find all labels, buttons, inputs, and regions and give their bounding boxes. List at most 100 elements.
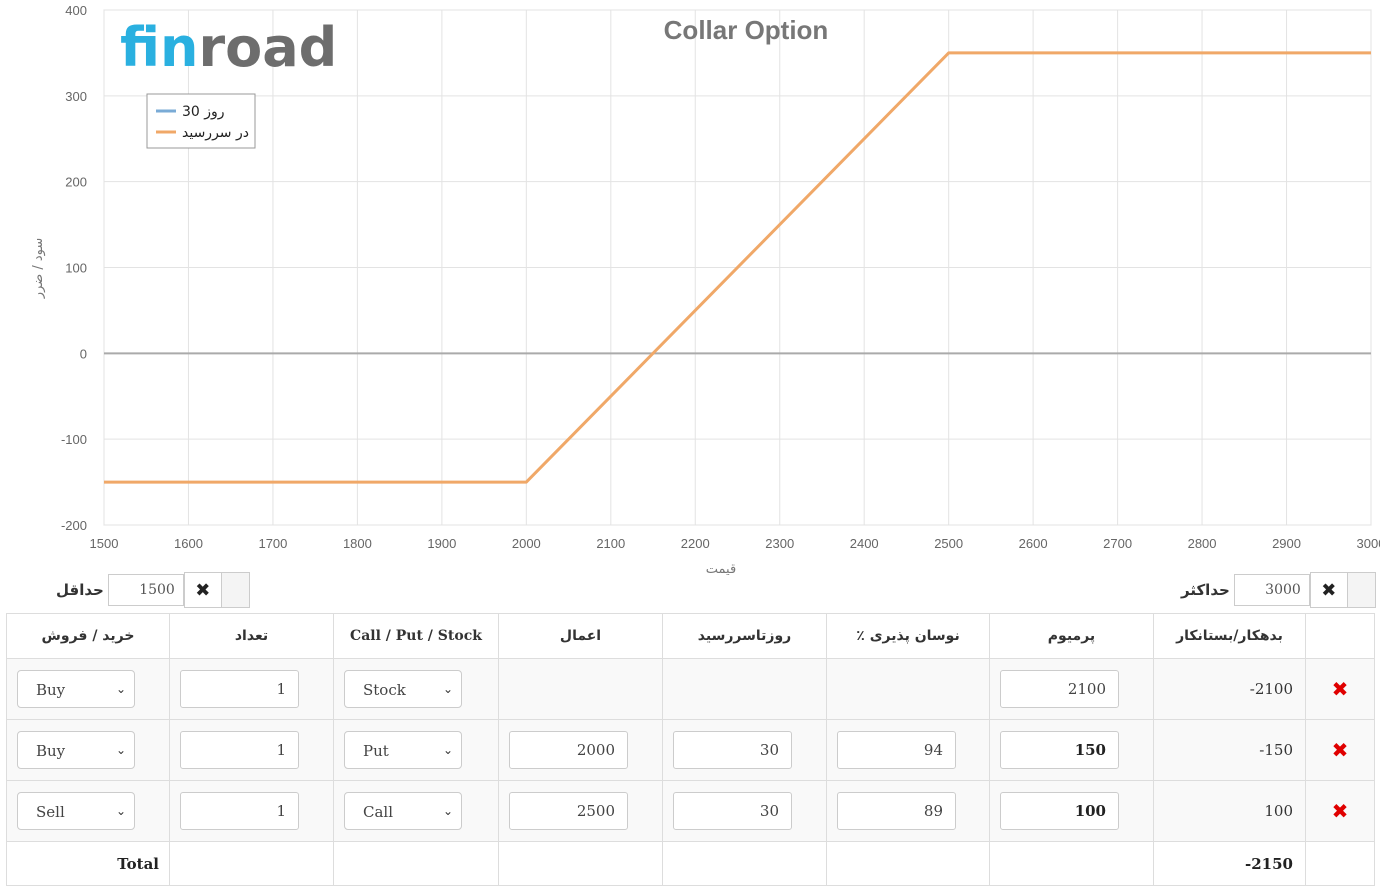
credit-value: 100 <box>1153 780 1306 842</box>
x-axis-label: قیمت <box>706 562 736 577</box>
svg-text:finroad: finroad <box>120 16 337 79</box>
delete-icon[interactable]: ✖ <box>1331 799 1349 823</box>
total-row: Total -2150 <box>6 841 1375 886</box>
side-value: Sell <box>36 803 65 821</box>
x-tick-label: 2100 <box>596 536 625 551</box>
table-row: Buy ⌄ 1 Stock ⌄ 2100 -2100 ✖ <box>6 658 1375 720</box>
finroad-logo: finroad <box>120 16 337 79</box>
header-side: خرید / فروش <box>6 613 170 659</box>
table-header-row: خرید / فروش تعداد Call / Put / Stock اعم… <box>6 613 1375 659</box>
legend-label-30day: روز 30 <box>182 104 225 120</box>
header-volatility: ٪ نوسان پذیری <box>826 613 990 659</box>
x-tick-label: 1500 <box>90 536 119 551</box>
x-tick-label: 2500 <box>934 536 963 551</box>
chart-grid <box>103 9 1372 526</box>
logo-fin: fin <box>120 16 198 79</box>
x-tick-label: 2600 <box>1019 536 1048 551</box>
header-qty: تعداد <box>169 613 334 659</box>
days-input[interactable]: 30 <box>673 792 792 830</box>
chevron-down-icon: ⌄ <box>115 804 126 818</box>
volatility-input[interactable]: 89 <box>837 792 956 830</box>
x-tick-label: 2000 <box>512 536 541 551</box>
y-tick-label: -100 <box>61 432 87 447</box>
strike-input[interactable]: 2500 <box>509 792 628 830</box>
type-value: Put <box>363 742 389 760</box>
premium-input[interactable]: 150 <box>1000 731 1119 769</box>
header-type: Call / Put / Stock <box>333 613 499 659</box>
x-tick-label: 2200 <box>681 536 710 551</box>
side-value: Buy <box>36 742 66 760</box>
x-tick-label: 1800 <box>343 536 372 551</box>
delete-icon[interactable]: ✖ <box>1331 677 1349 701</box>
premium-input[interactable]: 2100 <box>1000 670 1119 708</box>
chevron-down-icon: ⌄ <box>442 682 453 696</box>
chevron-down-icon: ⌄ <box>442 743 453 757</box>
max-label: حداکثر <box>1181 581 1230 599</box>
header-strike: اعمال <box>498 613 663 659</box>
chart-title: Collar Option <box>664 15 829 45</box>
quantity-input[interactable]: 1 <box>180 731 299 769</box>
side-select[interactable]: Buy ⌄ <box>17 670 135 708</box>
strike-input[interactable]: 2000 <box>509 731 628 769</box>
side-select[interactable]: Sell ⌄ <box>17 792 135 830</box>
chart-legend: روز 30 در سررسید <box>146 93 256 149</box>
total-label: Total <box>6 841 170 886</box>
x-tick-label: 2400 <box>850 536 879 551</box>
side-select[interactable]: Buy ⌄ <box>17 731 135 769</box>
max-price-input[interactable] <box>1233 574 1310 606</box>
x-tick-label: 2900 <box>1272 536 1301 551</box>
x-tick-label: 2800 <box>1188 536 1217 551</box>
max-extra-button[interactable] <box>1347 572 1376 608</box>
y-tick-label: 400 <box>65 3 87 18</box>
type-select[interactable]: Stock ⌄ <box>344 670 462 708</box>
min-price-input[interactable] <box>107 574 184 606</box>
x-tick-label: 1600 <box>174 536 203 551</box>
legend-label-expiry: در سررسید <box>182 125 249 141</box>
chart-axes: 1500 1600 1700 1800 1900 2000 2100 2200 2300 2400… <box>61 3 1380 551</box>
quantity-input[interactable]: 1 <box>180 792 299 830</box>
volatility-input[interactable]: 94 <box>837 731 956 769</box>
header-premium: پرمیوم <box>989 613 1154 659</box>
premium-input[interactable]: 100 <box>1000 792 1119 830</box>
logo-road: road <box>198 16 337 79</box>
y-tick-label: 200 <box>65 175 87 190</box>
y-tick-label: 100 <box>65 261 87 276</box>
volatility-cell <box>826 658 990 720</box>
min-clear-button[interactable]: ✖ <box>183 572 222 608</box>
type-value: Call <box>363 803 394 821</box>
max-clear-button[interactable]: ✖ <box>1309 572 1348 608</box>
x-tick-label: 1700 <box>258 536 287 551</box>
strike-cell <box>498 658 663 720</box>
header-actions <box>1305 613 1375 659</box>
quantity-input[interactable]: 1 <box>180 670 299 708</box>
table-row: Sell ⌄ 1 Call ⌄ 2500 30 89 100 100 ✖ <box>6 780 1375 842</box>
chart-series <box>104 51 1371 484</box>
chevron-down-icon: ⌄ <box>115 743 126 757</box>
min-label: حداقل <box>56 581 104 599</box>
y-tick-label: 300 <box>65 89 87 104</box>
options-table: خرید / فروش تعداد Call / Put / Stock اعم… <box>6 613 1375 886</box>
x-tick-label: 3000 <box>1357 536 1380 551</box>
series-line-1 <box>104 51 1371 484</box>
x-tick-label: 1900 <box>427 536 456 551</box>
days-input[interactable]: 30 <box>673 731 792 769</box>
type-select[interactable]: Call ⌄ <box>344 792 462 830</box>
y-axis-label: سود / ضرر <box>31 238 46 300</box>
close-icon: ✖ <box>1321 579 1337 601</box>
side-value: Buy <box>36 681 66 699</box>
header-credit: بدهکار/بستانکار <box>1153 613 1306 659</box>
table-row: Buy ⌄ 1 Put ⌄ 2000 30 94 150 -150 ✖ <box>6 719 1375 781</box>
credit-value: -2100 <box>1153 658 1306 720</box>
chevron-down-icon: ⌄ <box>442 804 453 818</box>
min-extra-button[interactable] <box>221 572 250 608</box>
delete-icon[interactable]: ✖ <box>1331 738 1349 762</box>
y-tick-label: -200 <box>61 518 87 533</box>
type-select[interactable]: Put ⌄ <box>344 731 462 769</box>
header-days: روزتاسررسید <box>662 613 827 659</box>
payoff-chart: 1500 1600 1700 1800 1900 2000 2100 2200 2300 2400… <box>31 3 1380 577</box>
total-value: -2150 <box>1153 841 1306 886</box>
credit-value: -150 <box>1153 719 1306 781</box>
days-cell <box>662 658 827 720</box>
type-value: Stock <box>363 681 406 699</box>
y-tick-label: 0 <box>80 346 87 361</box>
